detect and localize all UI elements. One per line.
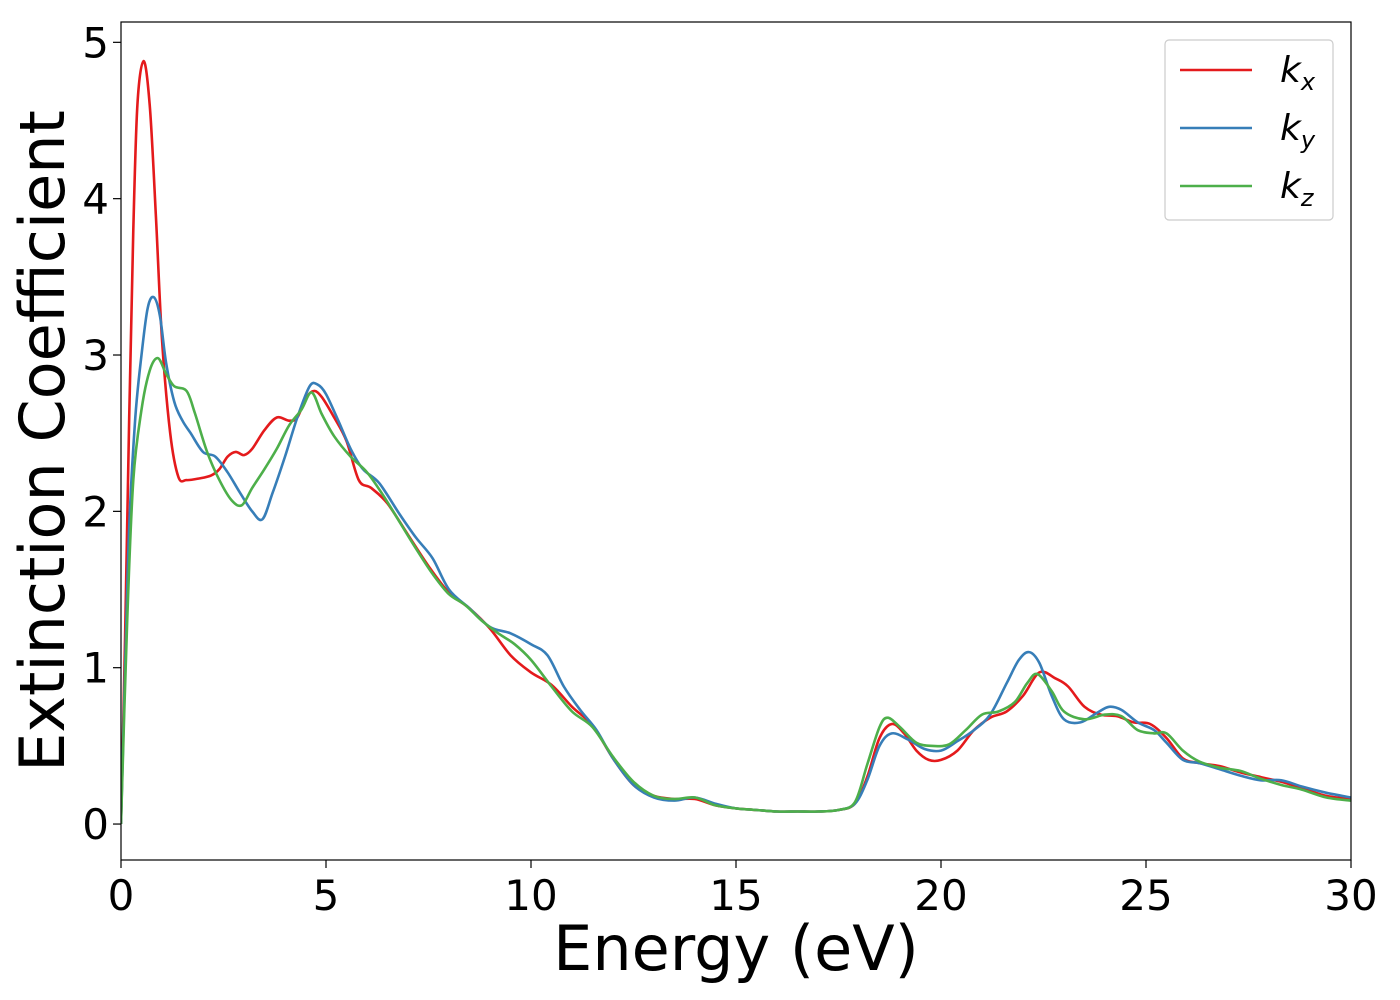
series-line-kz: [121, 356, 1351, 825]
legend-label-subscript: x: [1300, 68, 1316, 96]
legend-label-subscript: y: [1300, 126, 1316, 154]
x-tick-label: 10: [504, 871, 557, 920]
x-tick-label: 15: [709, 871, 762, 920]
y-tick-label: 1: [82, 644, 109, 693]
y-tick-label: 5: [82, 18, 109, 67]
y-tick-label: 3: [82, 331, 109, 380]
y-tick-label: 4: [82, 175, 109, 224]
x-axis-ticks: 0 5 10 15 20 25 30: [108, 860, 1378, 920]
y-axis-label: Extinction Coefficient: [6, 110, 79, 772]
x-tick-label: 25: [1119, 871, 1172, 920]
x-tick-label: 0: [108, 871, 135, 920]
x-axis-label: Energy (eV): [553, 912, 919, 985]
legend-label-base: k: [1280, 50, 1303, 91]
legend-label-kx: kx: [1280, 50, 1316, 96]
legend-label-base: k: [1280, 108, 1303, 149]
x-tick-label: 30: [1324, 871, 1377, 920]
x-tick-label: 20: [914, 871, 967, 920]
legend-label-base: k: [1280, 166, 1303, 207]
y-axis-ticks: 0 1 2 3 4 5: [82, 18, 121, 849]
x-tick-label: 5: [313, 871, 340, 920]
legend-label-ky: ky: [1280, 108, 1316, 154]
plot-area: [121, 22, 1351, 860]
series-line-ky: [121, 295, 1351, 825]
legend-box: [1164, 39, 1334, 221]
y-tick-label: 0: [82, 800, 109, 849]
legend-label-kz: kz: [1280, 166, 1315, 212]
y-tick-label: 2: [82, 487, 109, 536]
legend-label-subscript: z: [1300, 184, 1315, 212]
